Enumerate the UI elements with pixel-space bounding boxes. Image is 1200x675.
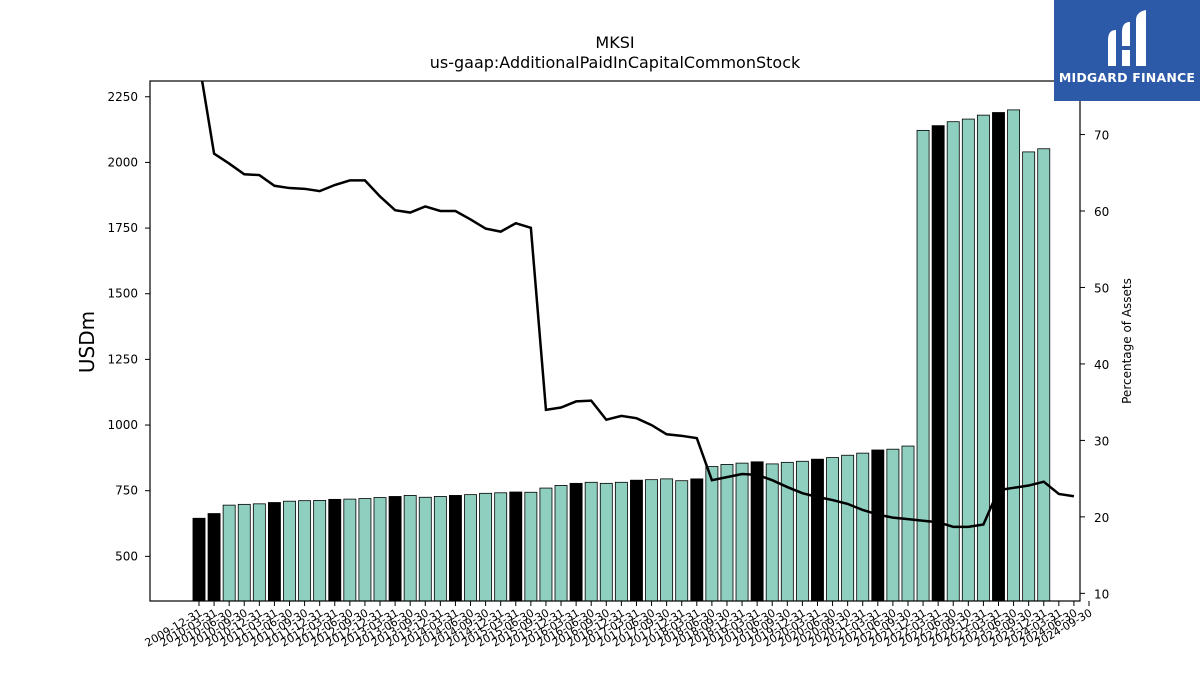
y-tick-label-right: 50 bbox=[1094, 281, 1109, 295]
bar bbox=[675, 480, 689, 602]
bar bbox=[569, 482, 583, 602]
brand-name: MIDGARD FINANCE bbox=[1058, 70, 1196, 85]
y-axis-label-right: Percentage of Assets bbox=[1120, 278, 1134, 404]
y-tick-label-left: 2250 bbox=[107, 90, 138, 104]
bar bbox=[645, 479, 658, 602]
bar bbox=[267, 502, 281, 602]
y-tick-label-right: 60 bbox=[1094, 205, 1109, 219]
bar bbox=[449, 495, 462, 602]
bar bbox=[343, 498, 357, 602]
bar bbox=[584, 481, 598, 602]
bar bbox=[222, 504, 236, 602]
bar bbox=[976, 114, 990, 602]
bar bbox=[720, 464, 734, 602]
chart-subtitle: us-gaap:AdditionalPaidInCapitalCommonSto… bbox=[430, 53, 801, 72]
y-tick-label-right: 30 bbox=[1094, 434, 1109, 448]
y-tick-label-right: 20 bbox=[1094, 511, 1109, 525]
y-tick-label-left: 750 bbox=[115, 484, 138, 498]
y-tick-label-left: 2000 bbox=[107, 155, 138, 169]
bar bbox=[252, 503, 266, 602]
bar bbox=[1007, 109, 1021, 602]
bar bbox=[207, 513, 221, 602]
line-group bbox=[200, 81, 1075, 529]
midgard-logo-icon bbox=[1108, 10, 1146, 66]
bar bbox=[826, 457, 839, 602]
bar bbox=[479, 492, 493, 602]
bar bbox=[418, 496, 432, 602]
y-tick-label-right: 40 bbox=[1094, 358, 1109, 372]
bar bbox=[388, 496, 402, 602]
y-tick-label-left: 1250 bbox=[107, 352, 138, 366]
bar bbox=[795, 460, 809, 602]
y-tick-label-left: 1750 bbox=[107, 221, 138, 235]
bar bbox=[916, 129, 930, 602]
bar bbox=[992, 112, 1005, 602]
bar bbox=[494, 492, 508, 602]
bar bbox=[946, 121, 960, 602]
bar bbox=[283, 500, 296, 602]
y-tick-label-right: 70 bbox=[1094, 129, 1109, 143]
bar bbox=[192, 517, 206, 602]
bar bbox=[630, 479, 643, 602]
bar bbox=[433, 496, 447, 602]
y-tick-label-left: 1500 bbox=[107, 287, 138, 301]
y-tick-label-left: 1000 bbox=[107, 418, 138, 432]
axes-group: 500 750 1000 1250 1500 1750 2000 2250 10 20 30 40 50… bbox=[107, 80, 1109, 650]
bar bbox=[524, 491, 538, 602]
bar bbox=[735, 462, 749, 602]
bar bbox=[750, 461, 764, 602]
bar bbox=[1037, 148, 1051, 602]
y-tick-label-left: 500 bbox=[115, 549, 138, 563]
bar bbox=[554, 485, 568, 602]
brand-logo: MIDGARD FINANCE bbox=[1054, 0, 1200, 101]
chart-title: MKSI bbox=[595, 33, 634, 52]
bar bbox=[599, 482, 613, 602]
bar bbox=[328, 498, 342, 602]
y-tick-label-right: 10 bbox=[1094, 587, 1109, 601]
bar bbox=[901, 445, 915, 602]
bar bbox=[539, 487, 553, 602]
bar bbox=[373, 497, 387, 602]
bar bbox=[298, 500, 312, 602]
bar bbox=[856, 452, 870, 602]
bar bbox=[690, 478, 704, 602]
bar bbox=[931, 125, 945, 602]
bar bbox=[886, 448, 900, 602]
bar bbox=[961, 118, 975, 602]
bar bbox=[313, 500, 327, 602]
bar bbox=[1022, 151, 1036, 602]
bar bbox=[705, 466, 719, 602]
bar bbox=[237, 503, 251, 602]
bar bbox=[614, 481, 628, 602]
bar bbox=[871, 449, 885, 602]
bar bbox=[403, 495, 417, 602]
plot-frame bbox=[149, 80, 1081, 602]
bars-group bbox=[192, 109, 1051, 602]
percentage-line bbox=[200, 81, 1075, 529]
bar bbox=[780, 461, 794, 602]
bar bbox=[509, 491, 523, 602]
y-axis-label-left: USDm bbox=[75, 311, 99, 373]
bar bbox=[811, 458, 824, 602]
bar bbox=[464, 494, 477, 602]
bar bbox=[841, 454, 855, 602]
bar bbox=[660, 478, 674, 602]
bar bbox=[358, 498, 372, 602]
bar bbox=[765, 463, 779, 602]
